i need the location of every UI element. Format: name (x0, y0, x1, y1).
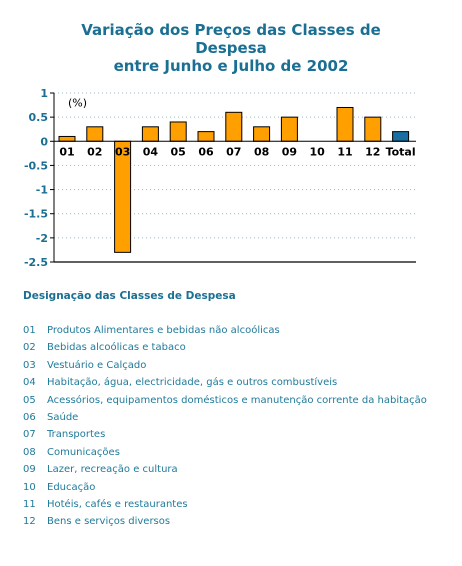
legend-item-code: 09 (23, 464, 36, 476)
x-tick-label: 07 (226, 145, 241, 158)
y-tick-label: -1 (36, 184, 48, 197)
legend-item-code: 07 (23, 429, 36, 441)
x-tick-label: 01 (59, 145, 74, 158)
legend-item-label: Comunicações (47, 446, 120, 458)
legend-item: 05 Acessórios, equipamentos domésticos e … (23, 392, 427, 409)
legend-item-code: 12 (23, 516, 36, 528)
legend-item-code: 08 (23, 446, 36, 458)
y-tick-label: 0.5 (29, 111, 49, 124)
bar-04 (141, 126, 159, 142)
chart-title-line-2: Despesa (195, 39, 267, 57)
legend-item: 10 Educação (23, 479, 427, 496)
x-tick-label: 04 (143, 145, 159, 158)
bar-total (392, 131, 410, 142)
bar-06 (197, 131, 215, 142)
legend-list: 01 Produtos Alimentares e bebidas não alc… (23, 322, 427, 531)
legend-item-label: Bens e serviços diversos (47, 516, 171, 528)
unit-label: (%) (68, 97, 87, 110)
y-tick-label: -1.5 (24, 208, 48, 221)
bar-05 (169, 121, 187, 142)
legend-item-label: Transportes (47, 429, 106, 441)
bar-11 (336, 106, 354, 142)
legend-item: 09 Lazer, recreação e cultura (23, 461, 427, 478)
chart-title-line-3: entre Junho e Julho de 2002 (113, 57, 349, 75)
x-tick-label: 08 (254, 145, 269, 158)
legend-item: 08 Comunicações (23, 444, 427, 461)
x-tick-label: 02 (87, 145, 102, 158)
legend-item: 07 Transportes (23, 426, 427, 443)
legend-item: 02 Bebidas alcoólicas e tabaco (23, 339, 427, 356)
bar-chart: 1 0.5 0 -0.5 -1 -1.5 -2 -2.5 (%) 01 02 03 04 05 06 07 08… (24, 87, 416, 269)
bar-09 (280, 116, 298, 142)
x-tick-label: 12 (365, 145, 380, 158)
legend-item-label: Educação (47, 481, 96, 493)
legend-item-code: 04 (23, 377, 36, 389)
legend-item-code: 03 (23, 359, 36, 371)
y-tick-label: 0 (40, 135, 48, 148)
y-tick-label: 1 (40, 87, 48, 100)
x-tick-label: 05 (171, 145, 186, 158)
legend-item-code: 01 (23, 325, 36, 336)
bar-01 (58, 135, 76, 142)
chart-title: Variação dos Preços das Classes de Despe… (0, 21, 462, 75)
legend-item: 11 Hotéis, cafés e restaurantes (23, 496, 427, 513)
legend-item-code: 06 (23, 411, 36, 423)
y-tick-label: -2.5 (24, 256, 48, 269)
legend-item-code: 11 (23, 498, 36, 510)
x-tick-label: 09 (282, 145, 297, 158)
legend-item: 06 Saúde (23, 409, 427, 426)
x-tick-label: 06 (198, 145, 214, 158)
legend-item-label: Bebidas alcoólicas e tabaco (47, 342, 186, 354)
bar-07 (225, 111, 243, 142)
x-tick-label: 03 (115, 145, 130, 158)
y-tick-label: -2 (36, 232, 48, 245)
legend-item-label: Hotéis, cafés e restaurantes (47, 498, 188, 510)
legend-item-label: Saúde (47, 411, 79, 423)
bar-02 (86, 126, 104, 142)
bar-12 (364, 116, 382, 142)
legend-item-code: 05 (23, 394, 36, 406)
legend-item: 01 Produtos Alimentares e bebidas não alc… (23, 322, 427, 339)
legend-item-label: Vestuário e Calçado (47, 359, 147, 371)
legend-item-label: Lazer, recreação e cultura (47, 464, 178, 476)
x-tick-label: 11 (337, 145, 352, 158)
chart-title-line-1: Variação dos Preços das Classes de (81, 21, 381, 39)
legend-item-label: Habitação, água, electricidade, gás e ou… (47, 377, 338, 389)
legend-item: 12 Bens e serviços diversos (23, 513, 427, 530)
legend-item: 04 Habitação, água, electricidade, gás e … (23, 374, 427, 391)
legend-item-label: Acessórios, equipamentos domésticos e ma… (47, 394, 427, 406)
x-tick-label: 10 (310, 145, 326, 158)
legend-item: 03 Vestuário e Calçado (23, 357, 427, 374)
legend-heading: Designação das Classes de Despesa (23, 290, 236, 302)
y-tick-label: -0.5 (24, 159, 48, 172)
legend-item-label: Produtos Alimentares e bebidas não alcoó… (47, 325, 280, 336)
legend-item-code: 10 (23, 481, 36, 493)
legend-item-code: 02 (23, 342, 36, 354)
x-tick-label: Total (386, 145, 416, 158)
bar-08 (253, 126, 271, 142)
